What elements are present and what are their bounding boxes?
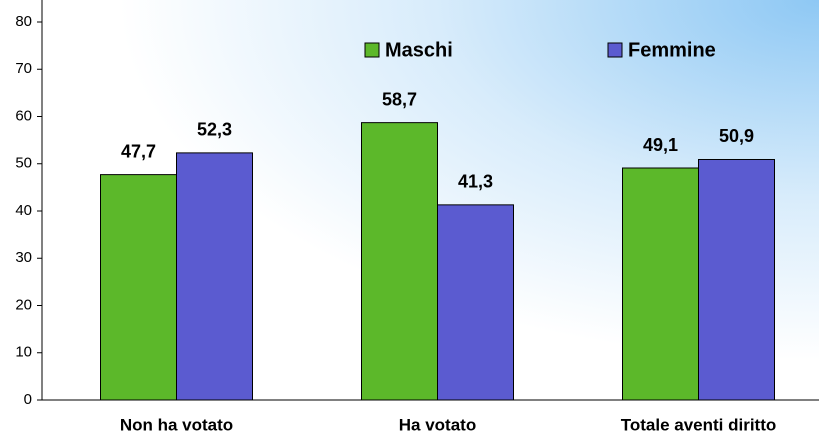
y-tick-label: 70 (15, 60, 32, 77)
bar (361, 122, 438, 401)
y-tick-label: 60 (15, 107, 32, 124)
y-tick-label: 20 (15, 296, 32, 313)
value-label: 49,1 (643, 135, 678, 155)
y-tick-label: 40 (15, 202, 32, 219)
x-tick-label: Ha votato (399, 415, 476, 434)
legend-label: Femmine (628, 39, 716, 61)
x-tick-label: Totale aventi diritto (621, 415, 777, 434)
legend-swatch (364, 42, 380, 58)
legend-swatch (607, 42, 623, 58)
value-label: 50,9 (719, 126, 754, 146)
y-tick-label: 30 (15, 249, 32, 266)
value-label: 58,7 (382, 89, 417, 109)
bar (698, 158, 775, 401)
bar (176, 152, 253, 401)
bar (437, 204, 514, 401)
legend-label: Maschi (385, 39, 453, 61)
value-label: 47,7 (121, 141, 156, 161)
y-tick-label: 50 (15, 155, 32, 172)
value-label: 41,3 (458, 172, 493, 192)
value-label: 52,3 (197, 120, 232, 140)
x-tick-label: Non ha votato (120, 415, 233, 434)
y-tick-label: 10 (15, 344, 32, 361)
bar (100, 174, 177, 401)
bar (622, 167, 699, 401)
y-tick-label: 0 (24, 391, 32, 408)
y-tick-label: 80 (15, 13, 32, 30)
